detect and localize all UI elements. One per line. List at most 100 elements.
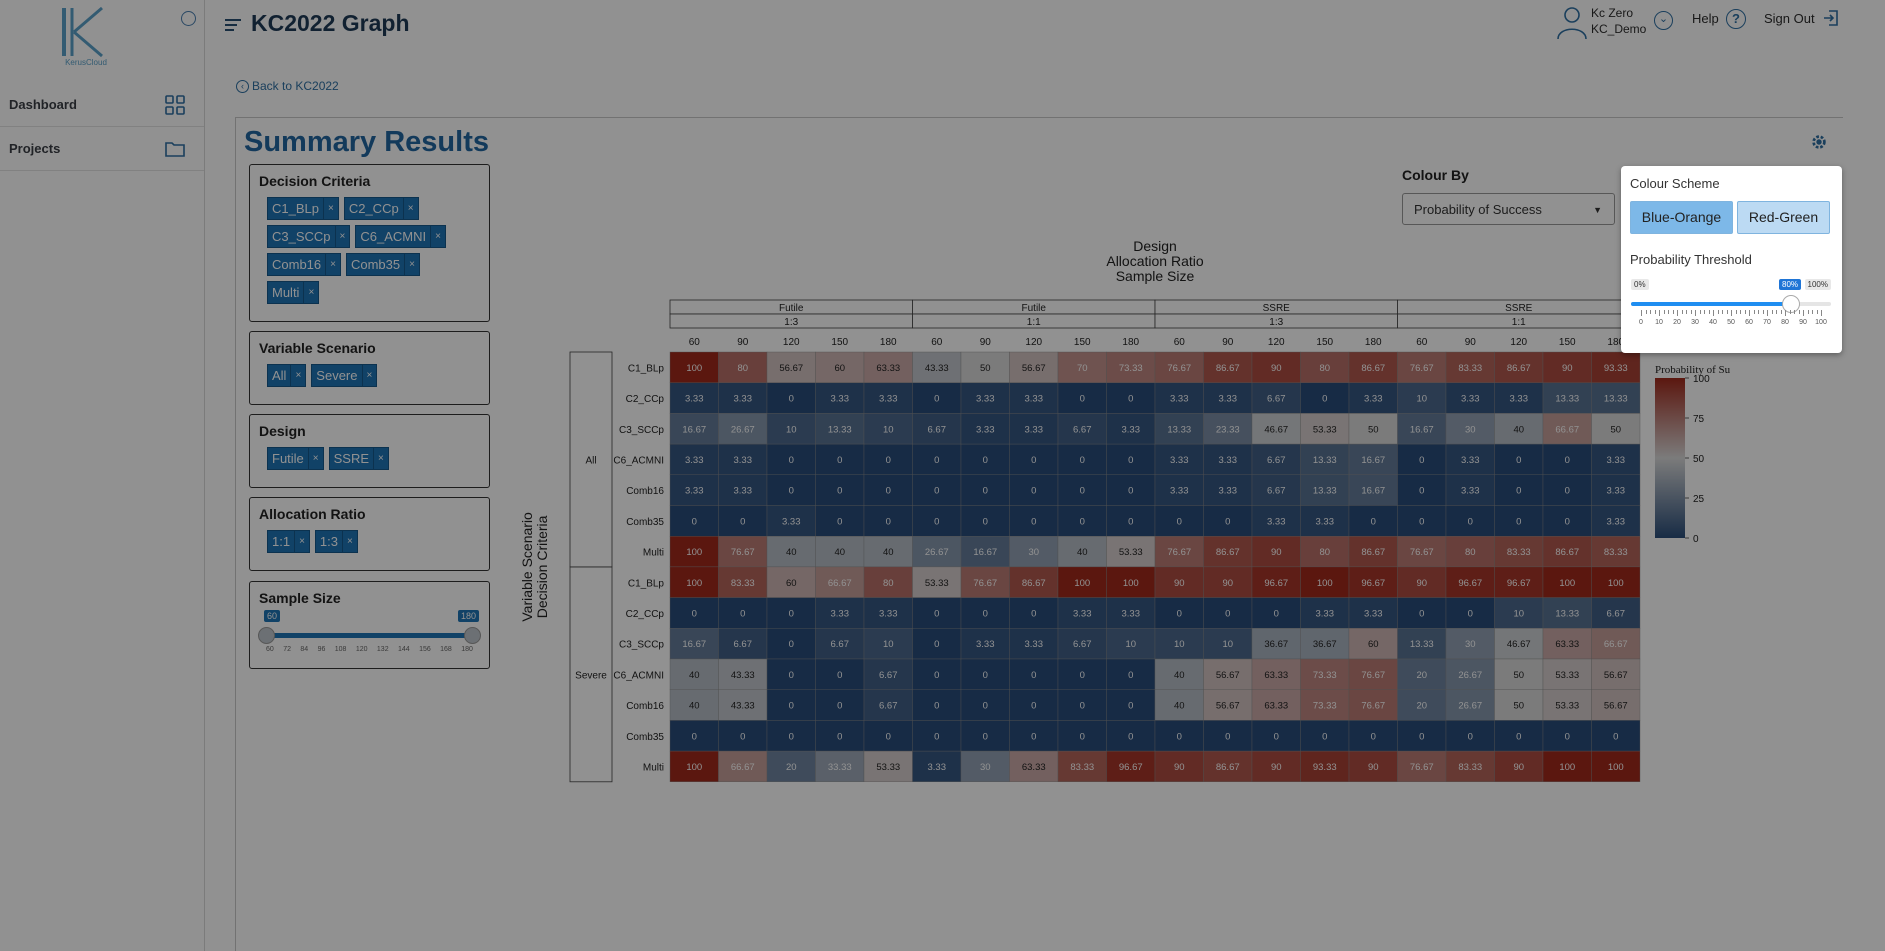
- cell-value-label: 3.33: [1170, 486, 1189, 497]
- chip-label: Comb16: [272, 257, 322, 272]
- cell-value-label: 0: [1613, 731, 1618, 742]
- close-icon[interactable]: ×: [373, 448, 388, 469]
- close-icon[interactable]: ×: [290, 365, 305, 386]
- heatmap-cell: [1542, 351, 1592, 383]
- cell-value-label: 3.33: [1364, 608, 1383, 619]
- cell-value-label: 73.33: [1313, 670, 1337, 681]
- slider-minor-tick: [1789, 310, 1791, 314]
- heatmap-cell: [863, 689, 913, 721]
- close-icon[interactable]: ×: [430, 226, 445, 247]
- heatmap-cell: [1057, 628, 1107, 660]
- cell-value-label: 0: [1177, 608, 1182, 619]
- heatmap-cell: [863, 443, 913, 476]
- filter-chip[interactable]: C6_ACMNI ×: [355, 225, 446, 248]
- filter-chip[interactable]: C1_BLp ×: [267, 197, 339, 220]
- kerus-logo[interactable]: KerusCloud: [56, 4, 116, 70]
- gear-icon[interactable]: [1810, 133, 1828, 151]
- sample-size-tick-label: 90: [1222, 337, 1234, 348]
- cell-value-label: 0: [1128, 455, 1133, 466]
- sample-size-tick-label: 90: [737, 337, 749, 348]
- heatmap-cell: [1397, 413, 1447, 445]
- filter-chip[interactable]: C2_CCp ×: [343, 197, 419, 220]
- colour-scheme-title: Colour Scheme: [1630, 176, 1720, 191]
- colour-by-select[interactable]: Probability of Success ▼: [1402, 193, 1615, 225]
- chip-label: Futile: [272, 451, 304, 466]
- close-icon[interactable]: ×: [361, 365, 377, 386]
- close-icon[interactable]: ×: [342, 531, 357, 552]
- filter-chip[interactable]: 1:1 ×: [267, 530, 310, 553]
- sample-size-slider[interactable]: 60 180 60 72 84 96 108 120 132 144 156 168 180: [258, 610, 481, 662]
- cell-value-label: 90: [1271, 547, 1282, 558]
- cell-value-label: 10: [1125, 639, 1136, 650]
- heatmap-cell: [1300, 413, 1350, 445]
- slider-handle[interactable]: [1782, 295, 1800, 313]
- close-icon[interactable]: ×: [334, 226, 350, 247]
- heatmap-cell: [1300, 720, 1350, 752]
- filter-decision-criteria: Decision Criteria C1_BLp × C2_CCp × C3_SCCp ×…: [249, 164, 490, 322]
- close-icon[interactable]: ×: [325, 254, 340, 275]
- heatmap-cell: [1203, 628, 1253, 660]
- heatmap-cell: [815, 443, 865, 476]
- filter-chip[interactable]: Severe ×: [311, 364, 378, 387]
- close-icon[interactable]: ×: [294, 531, 309, 552]
- filter-chip[interactable]: Comb35 ×: [345, 253, 420, 276]
- cell-value-label: 3.33: [1267, 516, 1286, 527]
- cell-value-label: 10: [1513, 608, 1524, 619]
- cell-value-label: 6.67: [879, 701, 898, 712]
- sidebar-item-dashboard[interactable]: Dashboard: [0, 83, 204, 127]
- chevron-down-icon[interactable]: ⌄: [1654, 11, 1673, 30]
- heatmap-cell: [1445, 628, 1495, 660]
- filter-chip[interactable]: Futile ×: [267, 447, 324, 470]
- sign-out-link[interactable]: Sign Out: [1764, 11, 1815, 26]
- help-link[interactable]: Help: [1692, 11, 1719, 26]
- slider-tick-label: 70: [1763, 319, 1771, 326]
- sidebar-toggle-icon[interactable]: [181, 11, 196, 26]
- cell-value-label: 100: [686, 547, 702, 558]
- sign-out-icon[interactable]: [1821, 8, 1841, 28]
- heatmap-cell: [912, 597, 962, 629]
- cell-value-label: 0: [692, 608, 697, 619]
- slider-max-handle[interactable]: [464, 627, 481, 644]
- heatmap-cell: [1494, 413, 1544, 445]
- heatmap-cell: [1494, 351, 1544, 383]
- threshold-slider[interactable]: 0% 100% 80% 0 10 20 30 40 50 60 70 80 90 100: [1631, 279, 1831, 329]
- heatmap-cell: [718, 351, 768, 383]
- back-link[interactable]: ‹ Back to KC2022: [236, 79, 339, 93]
- close-icon[interactable]: ×: [404, 254, 419, 275]
- design-header-label: SSRE: [1505, 303, 1533, 314]
- red-green-button[interactable]: Red-Green: [1737, 201, 1830, 234]
- heatmap-cell: [1397, 566, 1447, 598]
- cell-value-label: 73.33: [1313, 701, 1337, 712]
- sample-size-tick-label: 150: [1316, 337, 1333, 348]
- heatmap-cell: [1591, 628, 1641, 660]
- cell-value-label: 3.33: [976, 394, 995, 405]
- filter-chip[interactable]: 1:3 ×: [314, 530, 358, 553]
- colour-by-value: Probability of Success: [1414, 202, 1542, 217]
- close-icon[interactable]: ×: [322, 198, 338, 219]
- filter-chip[interactable]: All ×: [267, 364, 307, 387]
- heatmap-cell: [669, 689, 719, 721]
- filter-chip[interactable]: SSRE ×: [328, 447, 389, 470]
- cell-value-label: 3.33: [1316, 516, 1335, 527]
- heatmap-cell: [1154, 536, 1204, 568]
- filter-chip[interactable]: C3_SCCp ×: [267, 225, 351, 248]
- slider-min-handle[interactable]: [258, 627, 275, 644]
- menu-icon[interactable]: [225, 19, 241, 33]
- close-icon[interactable]: ×: [402, 198, 418, 219]
- filter-chip[interactable]: Comb16 ×: [267, 253, 341, 276]
- help-icon[interactable]: ?: [1726, 9, 1746, 29]
- filter-chip[interactable]: Multi ×: [267, 281, 320, 304]
- blue-orange-button[interactable]: Blue-Orange: [1630, 201, 1733, 234]
- colour-by-label: Colour By: [1402, 167, 1469, 183]
- heatmap-cell: [1348, 382, 1398, 414]
- cell-value-label: 13.33: [828, 424, 852, 435]
- heatmap-cell: [1203, 413, 1253, 445]
- cell-value-label: 56.67: [1604, 701, 1628, 712]
- close-icon[interactable]: ×: [303, 282, 318, 303]
- close-icon[interactable]: ×: [307, 448, 323, 469]
- heatmap-cell: [1348, 443, 1398, 476]
- slider-value-label: 80%: [1779, 279, 1802, 290]
- sidebar-item-projects[interactable]: Projects: [0, 127, 204, 171]
- slider-tick-label: 50: [1727, 319, 1735, 326]
- slider-minor-tick: [1812, 310, 1813, 314]
